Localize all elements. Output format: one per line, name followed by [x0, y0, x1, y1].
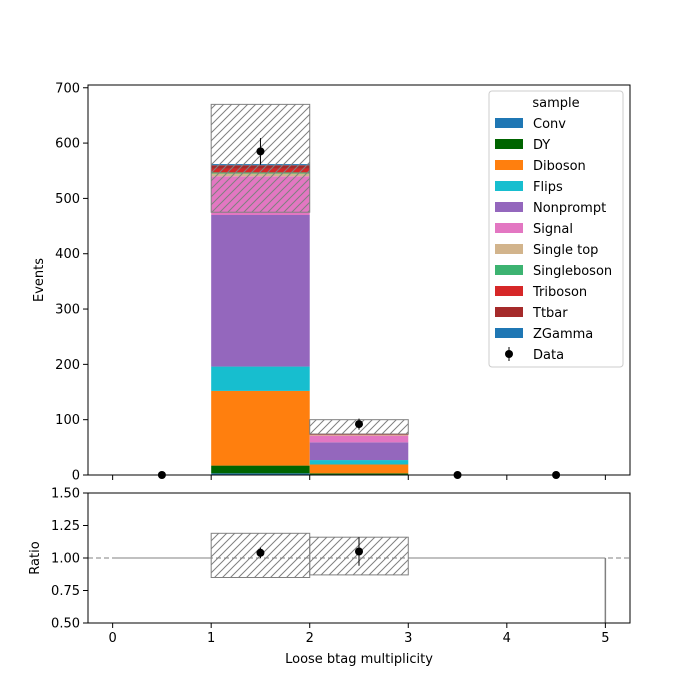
legend-swatch-flips [495, 181, 523, 191]
legend-label: Signal [533, 222, 573, 237]
y-tick-label: 700 [55, 81, 80, 96]
x-axis-label: Loose btag multiplicity [285, 652, 433, 667]
bar-diboson-bin-2 [309, 464, 409, 474]
ratio-points [256, 537, 363, 566]
main-x-ticks [112, 475, 606, 480]
y-tick-label: 400 [55, 247, 80, 262]
legend-swatch-triboson [495, 286, 523, 296]
legend-label: Nonprompt [533, 201, 606, 216]
y-tick-label: 500 [55, 192, 80, 207]
legend-label: Ttbar [532, 306, 568, 321]
bar-single-top-bin-2 [309, 435, 409, 436]
legend-swatch-ttbar [495, 307, 523, 317]
bar-dy-bin-1 [211, 465, 310, 474]
data-point-1 [256, 147, 265, 156]
ratio-y-tick-label: 1.00 [51, 552, 80, 567]
x-tick-label: 0 [108, 631, 116, 646]
legend-swatch-dy [495, 139, 523, 149]
legend-label: Conv [533, 117, 566, 132]
bar-flips-bin-2 [309, 460, 409, 465]
legend-label: Singleboson [533, 264, 612, 279]
ratio-plot: 0.50 0.75 1.00 1.25 1.50 0 1 2 3 4 5 Ratio Loose … [28, 487, 631, 667]
data-point-2 [355, 420, 363, 429]
legend-label: Triboson [532, 285, 587, 300]
ratio-y-ticks: 0.50 0.75 1.00 1.25 1.50 [51, 487, 88, 632]
ratio-point-1 [256, 548, 265, 557]
bar-flips-bin-1 [211, 366, 310, 391]
ratio-point-2 [355, 547, 363, 556]
bar-dy-bin-2 [309, 473, 409, 475]
legend-swatch-diboson [495, 160, 523, 170]
bar-nonprompt-bin-1 [211, 215, 310, 367]
y-tick-label: 600 [55, 137, 80, 152]
data-points [157, 138, 561, 479]
bar-nonprompt-bin-2 [309, 442, 409, 461]
legend: sample Conv DY Diboson Flips Nonprompt Signal S… [488, 90, 624, 368]
legend-label: ZGamma [533, 327, 593, 342]
legend-label: Flips [533, 180, 563, 195]
bar-signal-bin-2 [309, 435, 409, 443]
main-y-ticks: 0 100 200 300 400 500 600 700 [55, 81, 88, 484]
x-tick-label: 3 [404, 631, 412, 646]
ratio-x-ticks: 0 1 2 3 4 5 [108, 623, 610, 646]
ratio-y-tick-label: 0.75 [51, 584, 80, 599]
legend-swatch-zgamma [495, 328, 523, 338]
legend-label: Single top [533, 243, 598, 258]
legend-swatch-single-top [495, 244, 523, 254]
y-tick-label: 0 [72, 469, 80, 484]
legend-label: Diboson [533, 159, 586, 174]
main-plot: 0 100 200 300 400 500 600 700 Events [32, 81, 631, 484]
x-tick-label: 4 [503, 631, 511, 646]
x-tick-label: 2 [306, 631, 314, 646]
y-tick-label: 200 [55, 358, 80, 373]
ratio-y-tick-label: 1.25 [51, 519, 80, 534]
x-tick-label: 5 [601, 631, 609, 646]
legend-label: DY [533, 138, 550, 153]
bar-triboson-bin-2 [309, 434, 409, 436]
legend-label: Data [533, 348, 564, 363]
legend-swatch-signal [495, 223, 523, 233]
legend-swatch-nonprompt [495, 202, 523, 212]
bar-diboson-bin-1 [211, 390, 310, 466]
ratio-y-tick-label: 1.50 [51, 487, 80, 502]
ratio-y-axis-label: Ratio [28, 541, 43, 574]
legend-data-marker [505, 350, 513, 358]
y-tick-label: 300 [55, 303, 80, 318]
y-axis-label: Events [32, 258, 47, 302]
main-axes-frame [87, 84, 631, 476]
y-tick-label: 100 [55, 413, 80, 428]
bar-conv-bin-1 [211, 473, 310, 475]
ratio-y-tick-label: 0.50 [51, 617, 80, 632]
x-tick-label: 1 [207, 631, 215, 646]
legend-title: sample [532, 96, 579, 111]
legend-swatch-conv [495, 118, 523, 128]
legend-swatch-singleboson [495, 265, 523, 275]
